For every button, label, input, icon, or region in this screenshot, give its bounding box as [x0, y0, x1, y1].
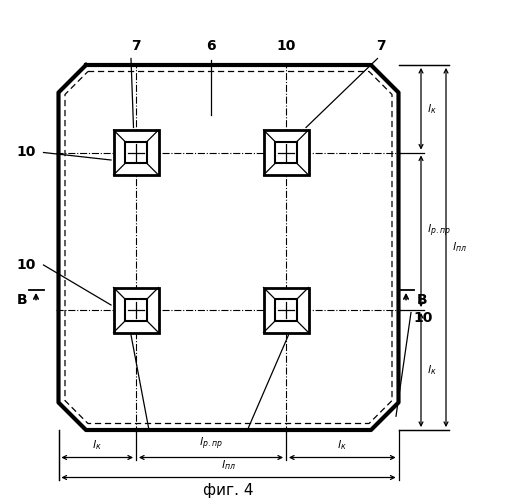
Text: B: B	[16, 292, 27, 306]
Text: 10: 10	[276, 38, 296, 52]
Text: 6: 6	[206, 38, 216, 52]
Bar	[125, 299, 147, 321]
Text: $l_{р.пр}$: $l_{р.пр}$	[199, 435, 223, 452]
Text: $l_к$: $l_к$	[92, 438, 102, 452]
Bar	[275, 299, 297, 321]
Text: $l_{р.пр}$: $l_{р.пр}$	[427, 223, 451, 240]
Bar	[113, 130, 159, 175]
Text: $l_к$: $l_к$	[427, 363, 437, 377]
Text: 10: 10	[16, 146, 36, 160]
Text: 7: 7	[131, 38, 141, 52]
Text: 10: 10	[16, 258, 36, 272]
Text: B: B	[417, 292, 427, 306]
Text: $l_к$: $l_к$	[337, 438, 347, 452]
Bar	[275, 142, 297, 164]
Text: $l_к$: $l_к$	[427, 102, 437, 116]
Bar	[264, 288, 308, 333]
Bar	[113, 288, 159, 333]
Text: 7: 7	[376, 38, 386, 52]
Bar	[125, 142, 147, 164]
Text: $l_{пл}$: $l_{пл}$	[221, 458, 236, 471]
Text: фиг. 4: фиг. 4	[203, 482, 253, 498]
Text: $l_{пл}$: $l_{пл}$	[452, 240, 467, 254]
Bar	[264, 130, 308, 175]
Text: 10: 10	[414, 310, 433, 324]
